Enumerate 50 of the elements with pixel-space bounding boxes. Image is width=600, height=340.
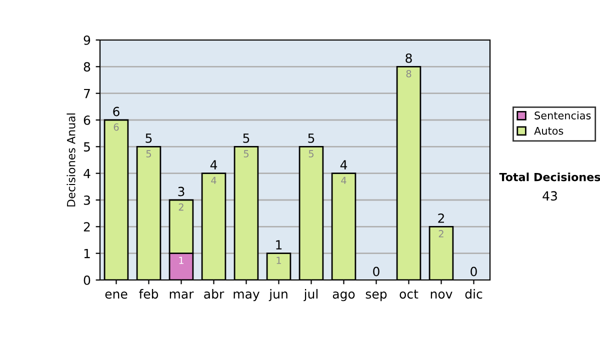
data-label: 8 [406,70,412,78]
legend-label: Sentencias [534,111,591,120]
x-tick-label: ene [105,292,128,299]
data-label: 6 [114,123,119,131]
y-tick-label: 1 [84,248,90,258]
data-label: 5 [146,150,151,158]
total-label: 5 [146,134,152,143]
data-label: 2 [438,230,444,238]
total-label: 0 [373,266,380,276]
text: Total Decisiones [499,172,600,182]
data-label: 4 [211,176,216,184]
y-tick-label: 8 [84,62,90,72]
y-axis-title: Decisiones Anual [66,114,76,206]
legend-label: Autos [534,126,564,135]
y-tick-label: 0 [84,275,90,285]
total-label: 3 [178,186,184,196]
total-label: 6 [113,106,120,116]
text: 43 [542,191,557,201]
y-tick-label: 9 [84,35,90,45]
total-label: 4 [340,160,348,170]
x-tick-label: oct [400,290,418,299]
total-label: 5 [243,134,250,143]
y-tick-label: 2 [84,222,90,232]
data-label: 5 [244,150,248,158]
x-tick-label: feb [139,289,158,299]
y-tick-label: 5 [84,142,90,152]
x-tick-label: sep [366,292,387,302]
y-tick-label: 6 [84,115,90,125]
total-label: 4 [210,160,218,170]
y-tick-label: 3 [84,195,90,205]
total-label: 1 [276,240,282,250]
x-tick-label: mar [170,292,194,299]
x-tick-label: jul [304,289,318,302]
total-label: 8 [406,53,412,63]
y-tick-label: 7 [84,88,90,98]
x-tick-label: jun [268,289,288,302]
data-label: 4 [341,176,346,184]
x-tick-label: dic [465,289,482,299]
data-label: 1 [276,256,281,264]
y-tick-label: 4 [84,168,90,178]
x-tick-label: abr [204,289,224,299]
total-label: 2 [438,213,444,223]
total-label: 5 [308,134,314,143]
data-label: 5 [308,150,314,158]
x-tick-label: nov [430,292,452,299]
data-label: 2 [178,203,184,211]
total-label: 0 [470,266,477,276]
data-label: 1 [179,256,184,264]
x-tick-label: ago [332,292,355,302]
x-tick-label: may [234,292,260,302]
